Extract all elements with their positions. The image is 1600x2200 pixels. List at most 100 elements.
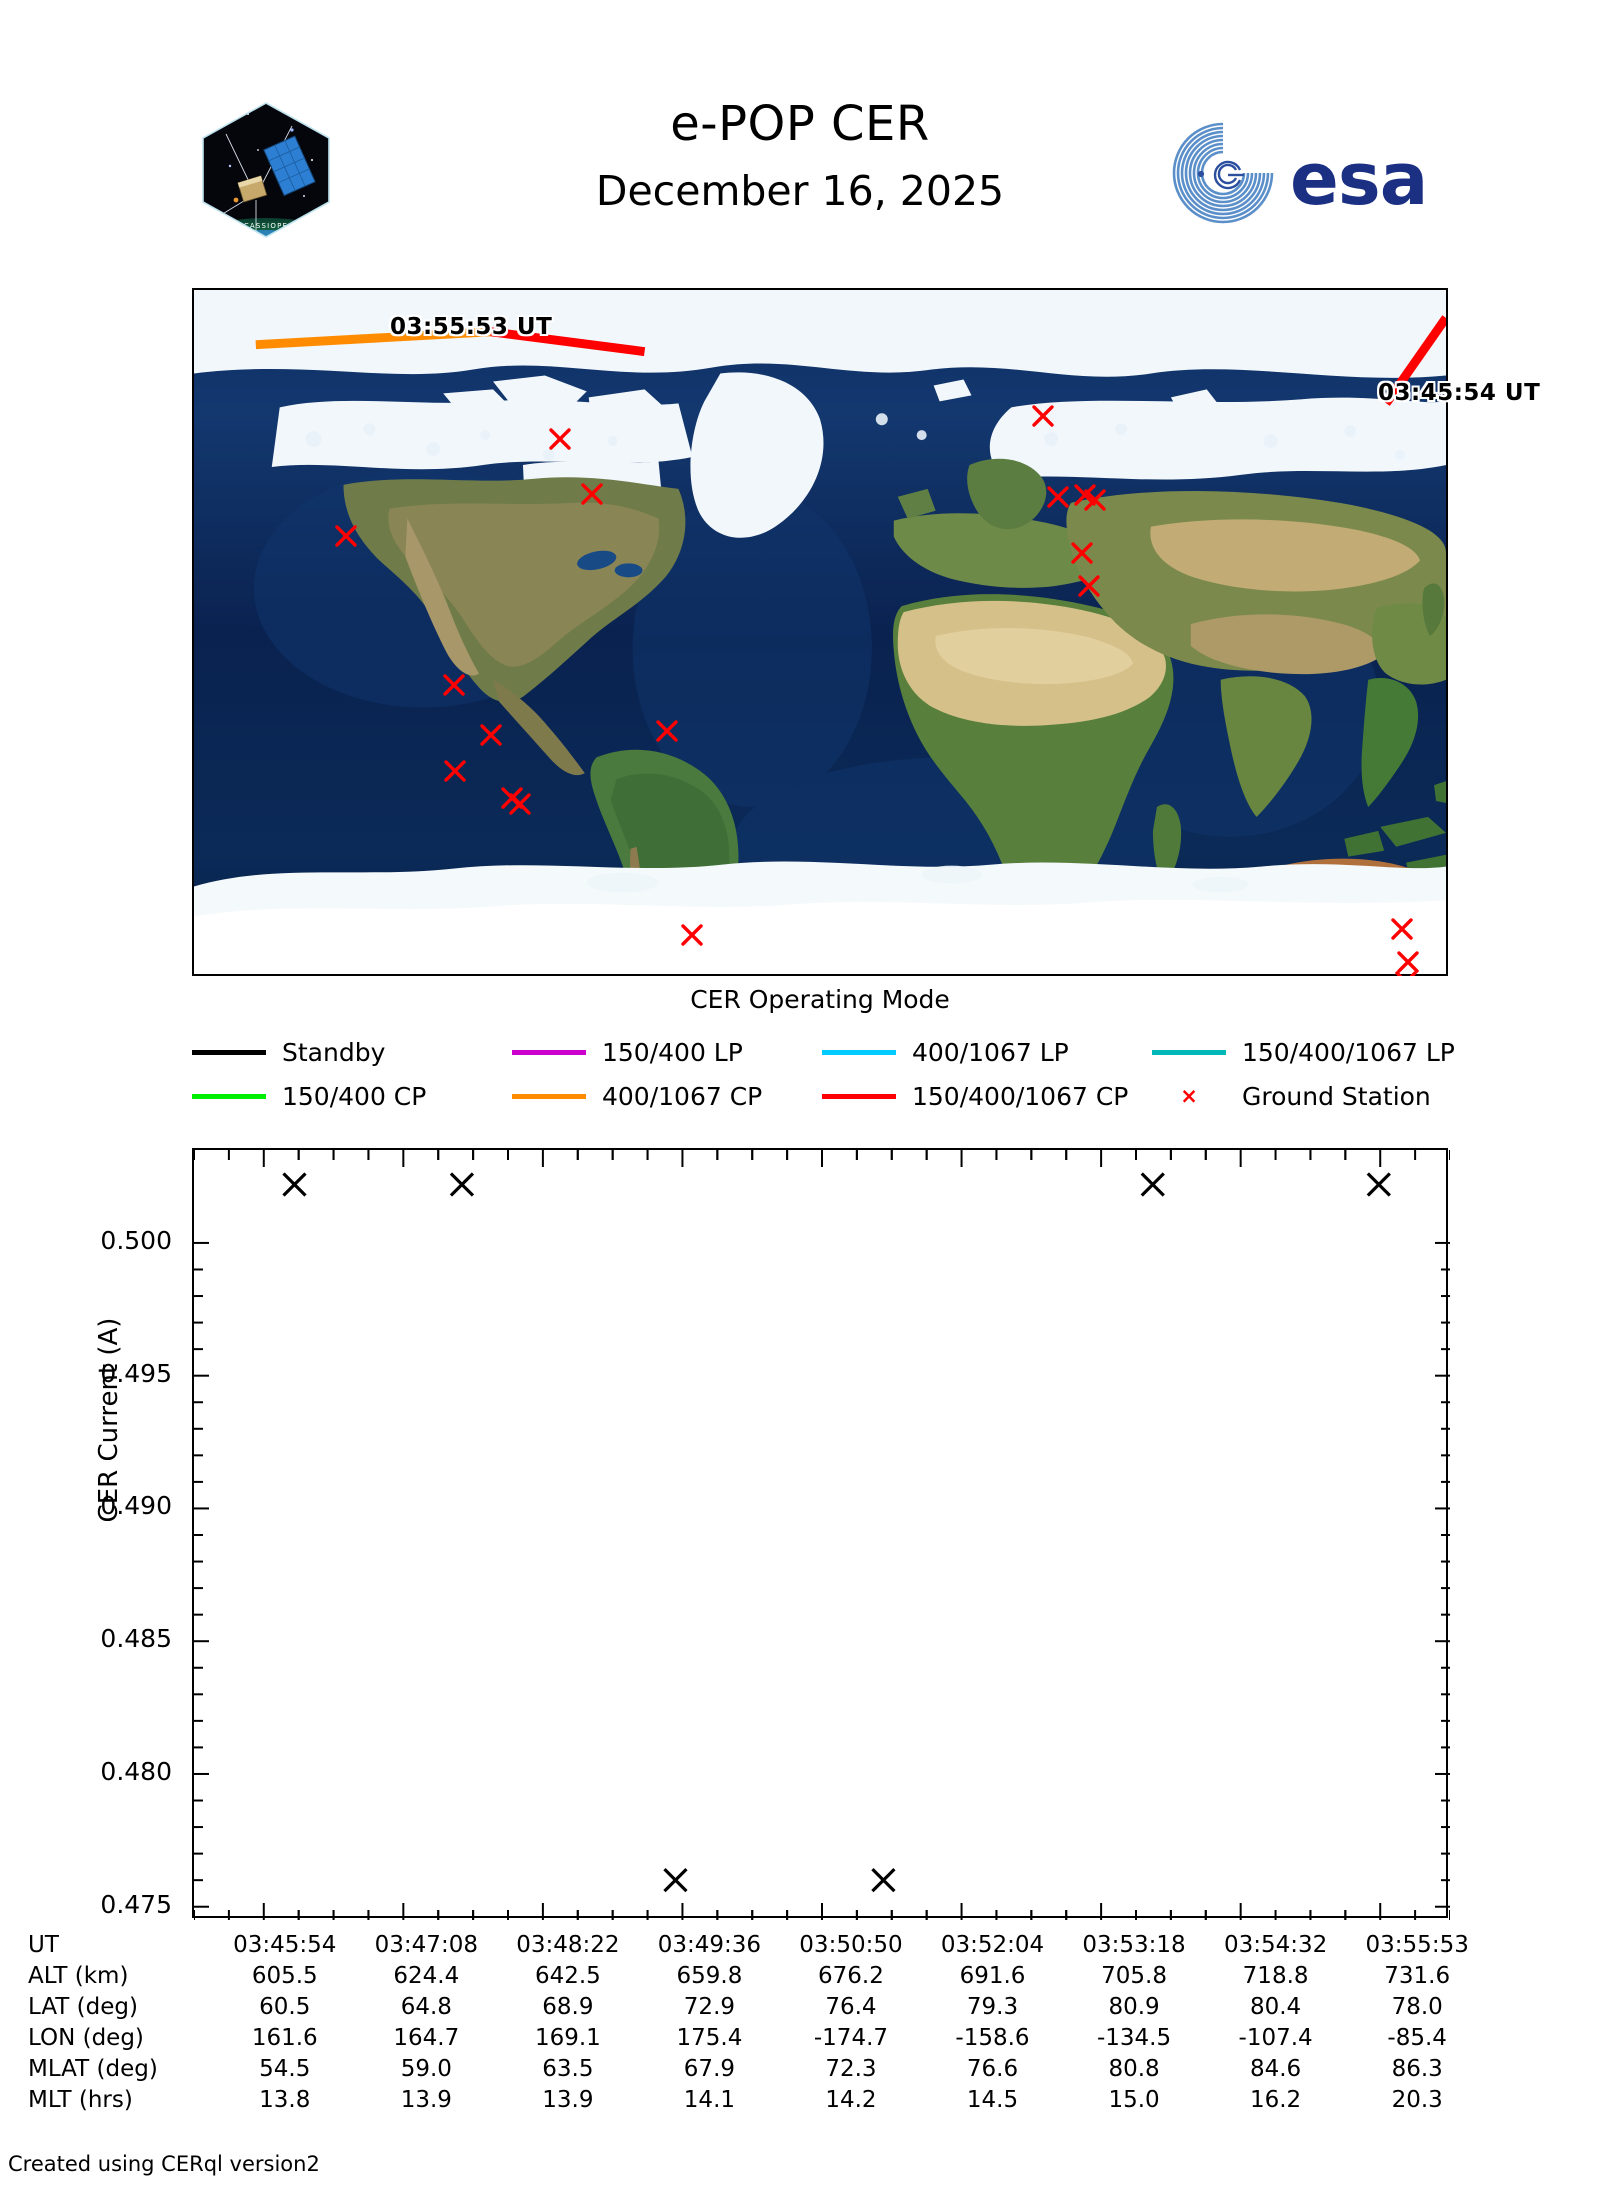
svg-text:esa: esa [1290,137,1427,221]
table-cell: 605.5 [251,1963,318,1989]
table-cell: 03:47:08 [374,1932,478,1958]
title-block: e-POP CER December 16, 2025 [400,95,1200,221]
table-cell: 80.9 [1108,1994,1160,2020]
ground-station-icon: × [1180,1084,1198,1108]
table-cell: 659.8 [676,1963,743,1989]
table-row: MLAT (deg) 54.5 59.0 63.5 67.9 72.3 76.6 80.8 84… [28,2054,1488,2085]
table-cell: 03:54:32 [1223,1932,1328,1958]
legend-row: Standby 150/400 LP 400/1067 LP 150/400/1067… [192,1032,1455,1072]
legend-item: 150/400 LP [512,1032,743,1072]
legend-item: 150/400/1067 CP [822,1076,1128,1116]
table-cell: 80.4 [1249,1994,1302,2020]
table-cell: 13.9 [542,2087,594,2113]
legend: Standby 150/400 LP 400/1067 LP 150/400/1067… [192,1032,1455,1122]
table-row: MLT (hrs) 13.8 13.9 13.9 14.1 14.2 14.5 15.0 16.… [28,2085,1488,2116]
ephemeris-table: UT 03:45:54 03:47:08 03:48:22 03:49:36 03:50:… [28,1930,1488,2116]
legend-color-swatch [512,1093,586,1099]
data-point-marker [663,1868,688,1893]
table-cell: 14.2 [825,2087,877,2113]
table-cell: 03:48:22 [516,1932,620,1958]
table-cell: 14.1 [683,2087,736,2113]
legend-item: 150/400/1067 LP [1152,1032,1455,1072]
table-row: LON (deg) 161.6 164.7 169.1 175.4 -174.7 -158.… [28,2023,1488,2054]
table-cell: 78.0 [1391,1994,1443,2020]
legend-label: Standby [282,1037,386,1067]
table-cell: 59.0 [400,2056,452,2082]
map-end-time-label: 03:55:53 UT [390,314,553,340]
legend-label: 400/1067 CP [602,1081,763,1111]
legend-label: 150/400 LP [602,1037,743,1067]
table-cell: 642.5 [534,1963,601,1989]
table-cell: 63.5 [542,2056,594,2082]
table-cell: 84.6 [1249,2056,1302,2082]
table-row-label: LAT (deg) [28,1994,138,2020]
table-cell: -158.6 [955,2025,1030,2051]
plot-canvas [194,1150,1450,1920]
table-cell: 705.8 [1101,1963,1167,1989]
y-tick-label: 0.475 [100,1889,172,1919]
table-cell: 676.2 [818,1963,884,1989]
table-cell: 15.0 [1108,2087,1160,2113]
table-row-label: LON (deg) [28,2025,144,2051]
table-cell: -85.4 [1387,2025,1447,2051]
table-row-label: UT [28,1932,59,1958]
table-row: LAT (deg) 60.5 64.8 68.9 72.9 76.4 79.3 80.9 80.… [28,1992,1488,2023]
table-cell: 86.3 [1391,2056,1443,2082]
cassiope-logo: CASSIOPE [196,100,336,240]
table-cell: 169.1 [534,2025,601,2051]
table-cell: 16.2 [1249,2087,1302,2113]
orbit-track-red-west [490,327,646,357]
table-cell: 718.8 [1242,1963,1309,1989]
table-cell: 13.9 [400,2087,452,2113]
page-title: e-POP CER [670,96,930,152]
table-cell: 72.9 [683,1994,736,2020]
table-row: UT 03:45:54 03:47:08 03:48:22 03:49:36 03:50:… [28,1930,1488,1961]
legend-item: Standby [192,1032,385,1072]
y-tick-label: 0.490 [100,1491,172,1521]
page-date: December 16, 2025 [595,167,1005,215]
esa-logo: esa [1168,118,1478,228]
y-tick-label: 0.495 [100,1358,172,1388]
table-cell: 72.3 [825,2056,877,2082]
data-point-marker [1366,1172,1391,1197]
legend-color-swatch [822,1093,896,1099]
table-row-label: MLT (hrs) [28,2087,133,2113]
table-cell: 60.5 [259,1994,311,2020]
legend-label: 150/400/1067 LP [1242,1037,1455,1067]
page-header: CASSIOPE e-POP CER December 16, 2025 [0,0,1600,280]
data-point-marker [449,1172,475,1197]
table-cell: 79.3 [966,1994,1019,2020]
table-cell: 03:45:54 [233,1932,337,1958]
legend-color-swatch [1152,1049,1226,1055]
table-cell: 691.6 [959,1963,1026,1989]
orbit-track-red-east [1382,315,1446,406]
cer-current-plot [192,1148,1450,1920]
table-cell: 03:50:50 [799,1932,903,1958]
legend-item: 150/400 CP [192,1076,426,1116]
svg-text:CASSIOPE: CASSIOPE [244,222,288,230]
table-cell: 175.4 [676,2025,743,2051]
table-cell: 76.6 [966,2056,1019,2082]
table-cell: 64.8 [400,1994,452,2020]
table-cell: 13.8 [259,2087,311,2113]
legend-color-swatch [512,1049,586,1055]
world-map: 03:55:53 UT [192,288,1448,976]
legend-item: × Ground Station [1152,1076,1431,1116]
table-cell: 76.4 [825,1994,877,2020]
table-cell: 68.9 [542,1994,594,2020]
orbit-track-orange [255,327,492,350]
legend-row: 150/400 CP 400/1067 CP 150/400/1067 CP × Gro… [192,1076,1448,1116]
table-cell: 20.3 [1391,2087,1443,2113]
y-tick-label: 0.500 [100,1225,172,1255]
map-canvas [194,290,1446,974]
table-cell: 161.6 [251,2025,318,2051]
y-tick-label: 0.485 [100,1624,172,1654]
table-cell: 54.5 [259,2056,311,2082]
table-cell: 03:55:53 [1365,1932,1469,1958]
legend-color-swatch [822,1049,896,1055]
table-cell: 164.7 [393,2025,460,2051]
legend-color-swatch [192,1093,266,1099]
table-cell: 14.5 [966,2087,1019,2113]
table-cell: 624.4 [393,1963,460,1989]
table-cell: -107.4 [1238,2025,1313,2051]
